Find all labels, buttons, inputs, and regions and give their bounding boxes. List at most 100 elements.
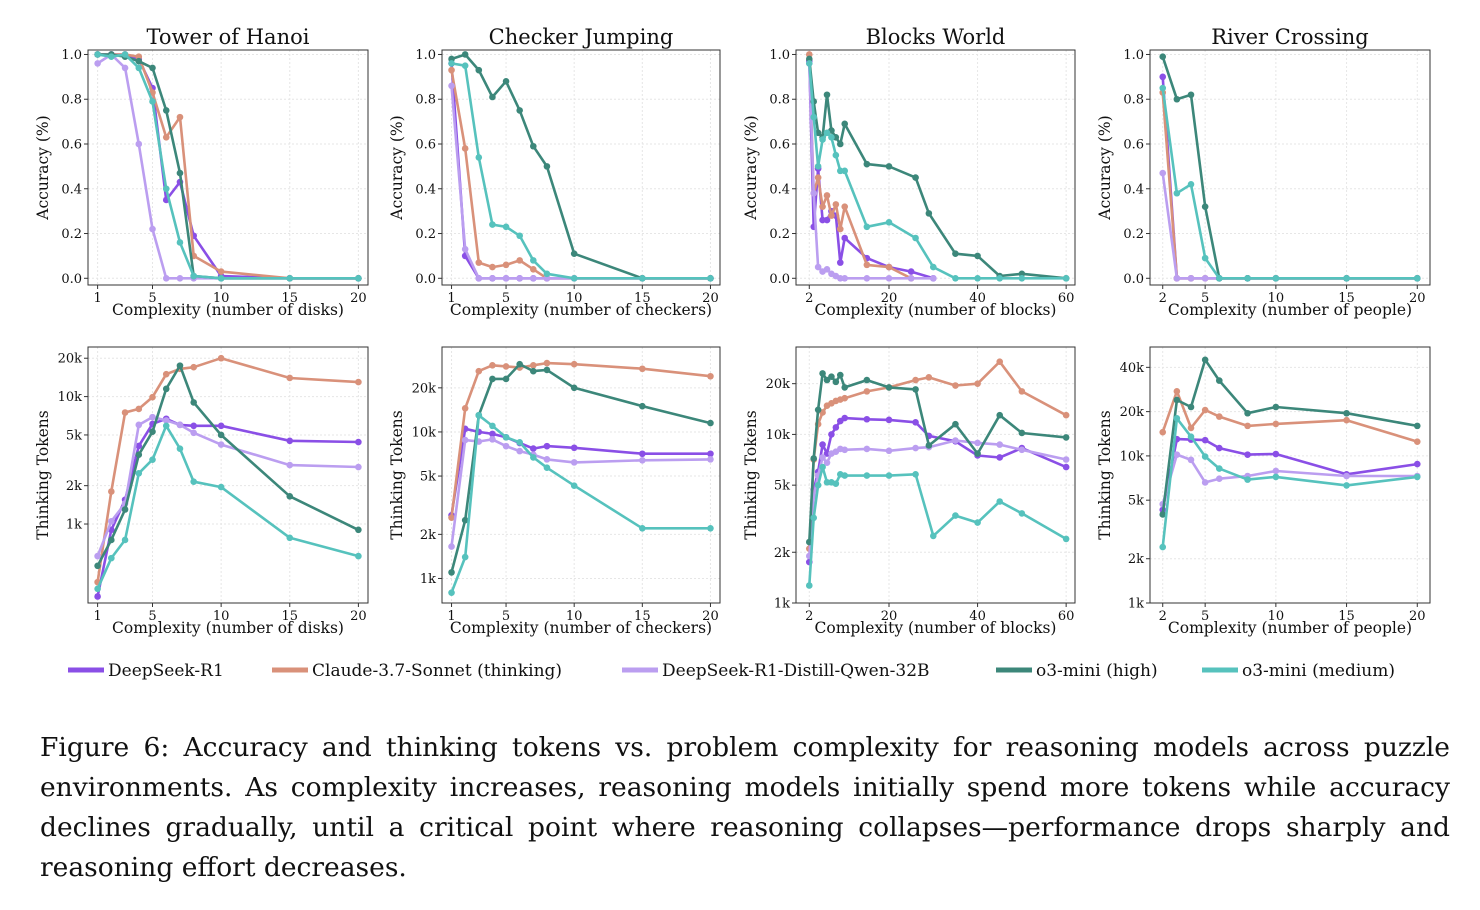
data-point: [1018, 510, 1026, 517]
series-deepseek-r1-distill-qwen-32b: [448, 82, 714, 282]
data-point: [832, 424, 840, 431]
gridlines: [442, 50, 720, 285]
data-point: [1201, 254, 1209, 262]
data-point: [475, 411, 483, 419]
data-point: [502, 223, 510, 231]
data-point: [863, 160, 871, 168]
data-point: [863, 388, 871, 395]
data-point: [502, 375, 510, 383]
data-point: [841, 120, 849, 128]
data-point: [1062, 463, 1070, 471]
y-tick-label: 5k: [1128, 494, 1144, 509]
data-point: [121, 536, 129, 544]
data-point: [707, 372, 714, 380]
data-point: [912, 376, 919, 384]
x-tick-label: 5: [502, 291, 510, 306]
data-point: [912, 386, 919, 393]
x-tick-label: 20: [702, 291, 719, 306]
x-tick-label: 15: [1338, 291, 1355, 306]
data-point: [502, 433, 510, 441]
data-point: [502, 261, 510, 269]
series-deepseek-r1-distill-qwen-32b: [94, 413, 362, 560]
data-point: [885, 219, 893, 226]
x-tick-label: 20: [1409, 291, 1426, 306]
data-point: [176, 169, 184, 177]
data-point: [841, 203, 849, 210]
data-point: [885, 163, 893, 170]
figure-caption: Figure 6: Accuracy and thinking tokens v…: [40, 732, 1450, 883]
y-axis-label: Accuracy (%): [388, 115, 406, 220]
data-point: [814, 481, 822, 489]
series-o3-mini-medium: [805, 463, 1070, 589]
data-point: [516, 360, 523, 368]
data-point: [135, 470, 143, 477]
data-point: [355, 526, 362, 534]
data-point: [1062, 535, 1070, 543]
y-tick-label: 0.2: [1123, 227, 1144, 242]
data-point: [925, 210, 933, 217]
data-point: [1187, 91, 1195, 99]
subplot-title: Checker Jumping: [489, 25, 674, 49]
data-point: [94, 593, 101, 600]
legend-label: o3-mini (high): [1036, 661, 1158, 681]
data-point: [1173, 415, 1181, 422]
y-tick-label: 0.8: [415, 93, 436, 108]
series-line: [1161, 55, 1419, 280]
series-line: [807, 53, 913, 280]
data-point: [952, 274, 959, 282]
data-point: [461, 436, 469, 444]
subplot-title: Tower of Hanoi: [147, 25, 310, 49]
x-tick-label: 15: [1338, 609, 1355, 624]
data-point: [1413, 422, 1421, 430]
data-point: [863, 274, 871, 282]
data-point: [974, 380, 981, 387]
data-point: [94, 552, 101, 560]
data-point: [707, 456, 714, 463]
data-point: [217, 422, 225, 430]
data-point: [639, 457, 646, 464]
x-tick-label: 2: [1159, 609, 1167, 624]
y-tick-label: 1.0: [769, 48, 790, 63]
x-tick-label: 2: [805, 609, 813, 624]
data-point: [176, 274, 184, 282]
x-tick-label: 60: [1058, 609, 1075, 624]
data-point: [1173, 274, 1181, 282]
data-point: [530, 367, 537, 375]
series-claude-3-7-sonnet-thinking: [1159, 89, 1421, 282]
series-line: [807, 360, 1068, 551]
data-point: [1343, 409, 1350, 417]
y-tick-label: 0.8: [1123, 93, 1144, 108]
data-point: [217, 431, 225, 439]
data-point: [1173, 387, 1181, 395]
data-point: [135, 451, 143, 458]
data-point: [448, 66, 455, 74]
data-point: [176, 362, 184, 369]
x-tick-label: 5: [502, 609, 510, 624]
legend-item-deepseek-r1-distill-qwen-32b: DeepSeek-R1-Distill-Qwen-32B: [622, 661, 930, 681]
data-point: [530, 142, 537, 150]
data-point: [1343, 482, 1350, 489]
series-o3-mini-high: [448, 360, 714, 576]
y-tick-label: 20k: [1120, 405, 1145, 420]
data-point: [974, 252, 981, 260]
data-point: [885, 384, 893, 391]
data-point: [1343, 416, 1350, 424]
x-tick-label: 2: [805, 291, 813, 306]
x-tick-label: 15: [634, 609, 651, 624]
series-line: [807, 372, 1068, 544]
x-axis-label: Complexity (number of disks): [112, 301, 344, 319]
data-point: [885, 472, 893, 479]
gridlines: [1150, 50, 1430, 285]
data-point: [823, 91, 831, 99]
data-point: [1187, 274, 1195, 282]
data-point: [149, 428, 156, 436]
x-tick-label: 5: [1201, 291, 1209, 306]
data-point: [516, 447, 523, 455]
series-line: [807, 416, 1068, 564]
x-tick-label: 1: [447, 609, 455, 624]
plot-frame: [87, 346, 369, 604]
y-tick-label: 0.0: [1123, 272, 1144, 287]
y-tick-label: 20k: [412, 381, 437, 396]
series-line: [1161, 417, 1419, 549]
